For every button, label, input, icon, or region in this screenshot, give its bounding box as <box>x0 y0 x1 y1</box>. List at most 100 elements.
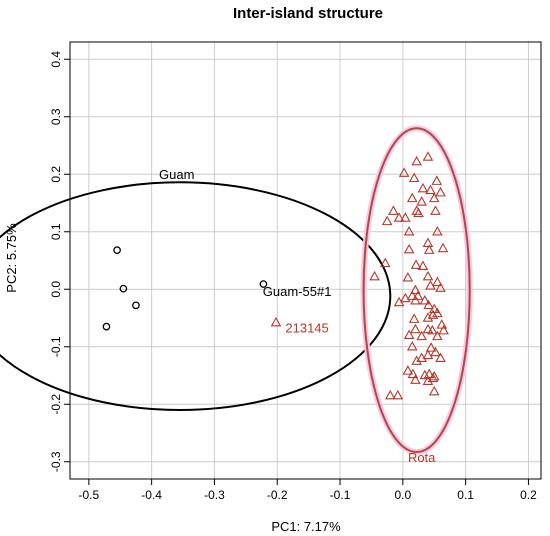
y-tick-label: 0.0 <box>49 281 63 298</box>
x-tick-label: -0.2 <box>267 488 288 502</box>
rota-point <box>410 323 421 334</box>
rota-point <box>393 212 405 222</box>
rota-point <box>432 276 443 287</box>
rota-point <box>432 307 443 318</box>
rota-point <box>432 330 443 341</box>
rota-point <box>408 172 420 183</box>
x-tick-label: -0.1 <box>330 488 351 502</box>
rota-point <box>388 205 399 215</box>
annotation-label: Rota <box>408 450 436 465</box>
rota-point <box>416 352 427 363</box>
rota-point <box>422 312 434 322</box>
chart-title: Inter-island structure <box>233 5 383 22</box>
annotation-label: 213145 <box>285 320 328 335</box>
rota-point <box>402 272 414 282</box>
rota-point <box>436 319 448 329</box>
guam-point <box>132 301 140 310</box>
rota-point <box>410 284 421 295</box>
rota-point <box>427 324 438 335</box>
x-tick-label: 0.1 <box>457 488 474 502</box>
x-tick-label: 0.2 <box>520 488 537 502</box>
y-tick-label: 0.4 <box>49 51 63 68</box>
rota-point <box>410 374 421 384</box>
rota-ellipse <box>362 127 471 453</box>
y-axis: -0.3 -0.2 -0.1 0.0 0.1 0.2 0.3 0.4 <box>49 51 70 472</box>
guam-point <box>259 280 268 288</box>
rota-point <box>402 365 414 375</box>
guam-ellipse <box>0 181 392 411</box>
annotation-label: Guam <box>159 167 194 182</box>
rota-point <box>428 385 440 396</box>
rota-point <box>369 270 380 281</box>
x-axis: -0.5 -0.4 -0.3 -0.2 -0.1 0.0 0.1 0.2 <box>78 479 537 502</box>
rota-point <box>393 296 405 307</box>
rota-point <box>425 280 436 290</box>
rota-point <box>403 329 415 340</box>
rota-point <box>408 313 420 323</box>
rota-point <box>381 215 393 226</box>
y-tick-label: -0.1 <box>49 336 63 357</box>
rota-point <box>398 167 410 177</box>
rota-point <box>419 295 431 305</box>
rota-point <box>419 369 431 380</box>
point-annotations: Guam Guam-55#1 213145 Rota <box>159 167 436 465</box>
rota-point <box>435 186 446 197</box>
y-axis-label: PC2: 5.75% <box>4 223 19 293</box>
x-tick-label: -0.5 <box>78 488 99 502</box>
rota-point <box>400 212 411 222</box>
y-tick-label: 0.2 <box>49 166 63 183</box>
y-tick-label: 0.1 <box>49 223 63 240</box>
y-tick-label: -0.2 <box>49 394 63 415</box>
rota-point <box>422 375 434 386</box>
x-axis-label: PC1: 7.17% <box>271 519 341 534</box>
rota-point <box>423 368 435 379</box>
rota-point <box>422 151 434 161</box>
y-tick-label: -0.3 <box>49 451 63 472</box>
rota-point <box>400 292 411 303</box>
rota-point <box>423 244 435 254</box>
rota-point <box>416 330 427 341</box>
rota-point <box>431 175 443 185</box>
rota-point <box>379 257 391 268</box>
rota-point <box>422 349 434 360</box>
x-tick-label: -0.3 <box>204 488 225 502</box>
rota-point <box>435 282 446 292</box>
rota-point <box>416 196 427 206</box>
rota-point <box>435 352 446 363</box>
rota-point <box>430 205 441 215</box>
rota-point <box>392 389 404 400</box>
rota-point <box>413 207 424 218</box>
rota-point <box>411 355 422 365</box>
rota-point <box>423 299 434 310</box>
rota-point <box>422 237 434 248</box>
rota-point <box>406 341 418 351</box>
confidence-ellipses <box>0 125 473 455</box>
rota-point <box>406 290 418 300</box>
guam-point <box>102 322 111 331</box>
rota-point <box>411 155 422 166</box>
rota-point <box>406 192 418 203</box>
rota-point <box>427 372 439 383</box>
x-tick-label: 0.0 <box>394 488 411 502</box>
rota-point <box>438 324 449 335</box>
rota-point <box>430 346 441 357</box>
grid-lines <box>70 42 541 479</box>
rota-point <box>422 323 434 334</box>
plot-frame <box>69 41 542 480</box>
rota-point <box>422 270 434 281</box>
rota-point <box>384 389 396 400</box>
rota-point <box>410 295 421 305</box>
rota-point <box>412 290 424 300</box>
y-tick-label: 0.3 <box>49 108 63 125</box>
rota-point <box>417 182 429 193</box>
data-points <box>102 151 449 400</box>
rota-point <box>270 316 282 327</box>
x-tick-label: -0.4 <box>141 488 162 502</box>
annotation-label: Guam-55#1 <box>263 284 332 299</box>
rota-point <box>427 309 439 319</box>
guam-point <box>119 284 128 293</box>
rota-point <box>428 192 440 203</box>
rota-point <box>410 259 422 269</box>
rota-point <box>425 342 437 352</box>
